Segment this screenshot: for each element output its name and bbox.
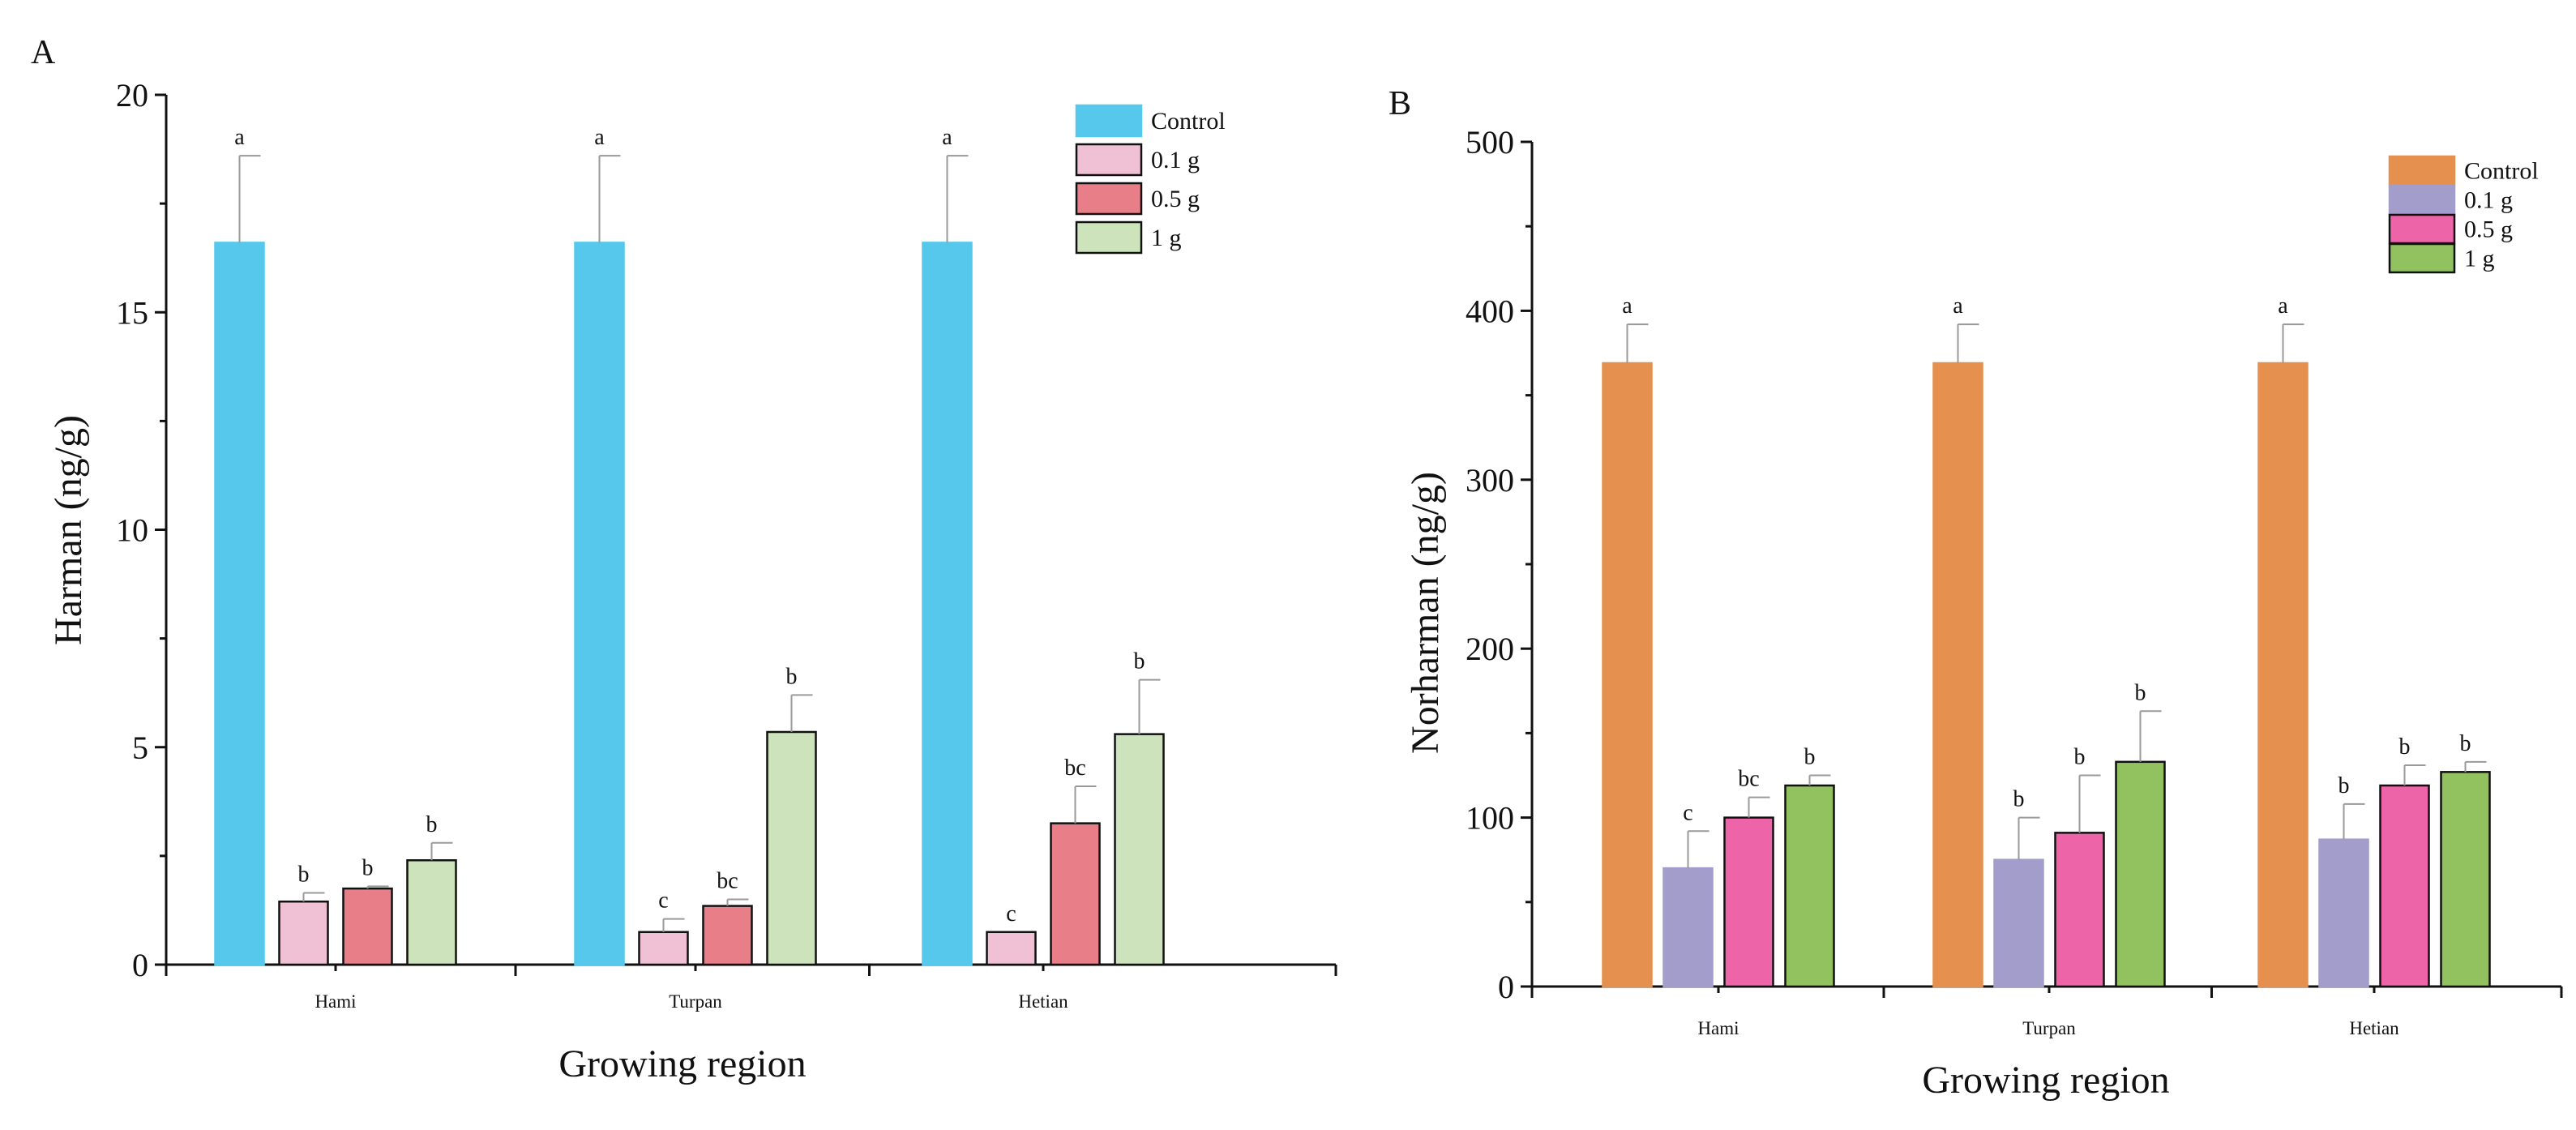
legend-label: 1 g [1151, 225, 1182, 251]
legend-label: 0.1 g [1151, 147, 1200, 173]
y-tick-label: 300 [1466, 462, 1514, 499]
x-category-label: Turpan [2022, 1018, 2076, 1038]
significance-label: a [234, 125, 245, 150]
panel-a: A 0 5 10 15 20 Hami Turpan Hetian Growing region H… [31, 34, 1337, 1085]
y-tick-label: 400 [1466, 293, 1514, 329]
bar [2318, 838, 2369, 988]
legend-label: Control [2464, 158, 2539, 185]
bar [1114, 733, 1165, 966]
y-tick-label: 100 [1466, 800, 1514, 837]
bar [2257, 362, 2309, 988]
legend-label: Control [1151, 108, 1226, 135]
y-axis-title: Harman (ng/g) [47, 415, 90, 645]
bar [922, 242, 973, 966]
x-axis-title: Growing region [1922, 1059, 2169, 1102]
y-tick-label: 0 [1498, 969, 1514, 1005]
y-tick-label: 20 [116, 77, 148, 113]
bar [638, 931, 689, 966]
bar [1602, 362, 1653, 988]
significance-label: bc [717, 869, 738, 894]
bar [702, 905, 753, 966]
significance-label: a [1622, 293, 1632, 319]
significance-label: bc [1738, 767, 1759, 792]
significance-label: b [2135, 680, 2146, 705]
legend-swatch [2388, 242, 2456, 274]
significance-label: b [2399, 734, 2411, 760]
legend-swatch [2388, 155, 2456, 186]
significance-label: a [1953, 293, 1963, 319]
significance-label: b [1134, 649, 1145, 674]
panel-b: B 0 100 200 300 400 500 Hami Turpan Hetian Growing… [1389, 85, 2563, 1102]
x-category-label: Hami [315, 991, 356, 1012]
significance-label: b [2013, 787, 2025, 812]
y-axis-title: Norharman (ng/g) [1404, 472, 1447, 754]
y-tick-label: 5 [132, 730, 148, 766]
significance-label: a [942, 125, 952, 150]
significance-label: b [426, 812, 438, 837]
bar [1723, 816, 1774, 988]
x-category-label: Hetian [2349, 1018, 2399, 1038]
panel-letter: A [31, 34, 56, 71]
bar [1784, 784, 1835, 988]
y-tick-label: 200 [1466, 631, 1514, 667]
significance-label: b [298, 862, 310, 887]
legend-swatch [2388, 184, 2456, 216]
y-tick-label: 15 [116, 294, 148, 331]
bar [1050, 822, 1101, 966]
significance-label: b [2339, 773, 2350, 798]
legend-swatch [1075, 104, 1143, 138]
significance-label: a [594, 125, 605, 150]
y-tick-label: 0 [132, 947, 148, 983]
x-category-label: Hami [1697, 1018, 1739, 1038]
legend-swatch [1075, 143, 1143, 177]
significance-label: b [786, 664, 798, 689]
bar [574, 242, 625, 966]
legend-label: 0.5 g [2464, 216, 2513, 243]
x-axis-title: Growing region [558, 1042, 806, 1085]
significance-label: c [1683, 800, 1692, 825]
bar [1662, 867, 1714, 988]
significance-label: b [2460, 731, 2471, 756]
bar [986, 931, 1037, 966]
legend-swatch [1075, 182, 1143, 216]
significance-label: a [2278, 293, 2288, 319]
bar [214, 242, 265, 966]
legend-swatch [2388, 213, 2456, 245]
significance-label: bc [1064, 755, 1085, 781]
legend-label: 0.1 g [2464, 187, 2513, 214]
bar [2440, 771, 2491, 988]
bar [406, 858, 457, 966]
legend-swatch [1075, 220, 1143, 255]
bar [2379, 784, 2430, 988]
bar [278, 900, 329, 966]
legend-label: 1 g [2464, 246, 2495, 272]
significance-label: c [1006, 901, 1016, 927]
legend-label: 0.5 g [1151, 186, 1200, 212]
bar [766, 730, 817, 966]
bar [342, 887, 393, 966]
bar [2115, 760, 2166, 988]
y-tick-label: 500 [1466, 124, 1514, 161]
x-category-label: Turpan [669, 991, 722, 1012]
bar [1932, 362, 1983, 988]
bar [2054, 832, 2105, 988]
bar [1993, 858, 2044, 988]
panel-letter: B [1389, 85, 1411, 122]
significance-label: b [1804, 745, 1816, 770]
y-tick-label: 10 [116, 512, 148, 549]
x-category-label: Hetian [1018, 991, 1068, 1012]
significance-label: b [362, 855, 374, 880]
significance-label: b [2074, 745, 2086, 770]
significance-label: c [658, 888, 668, 914]
